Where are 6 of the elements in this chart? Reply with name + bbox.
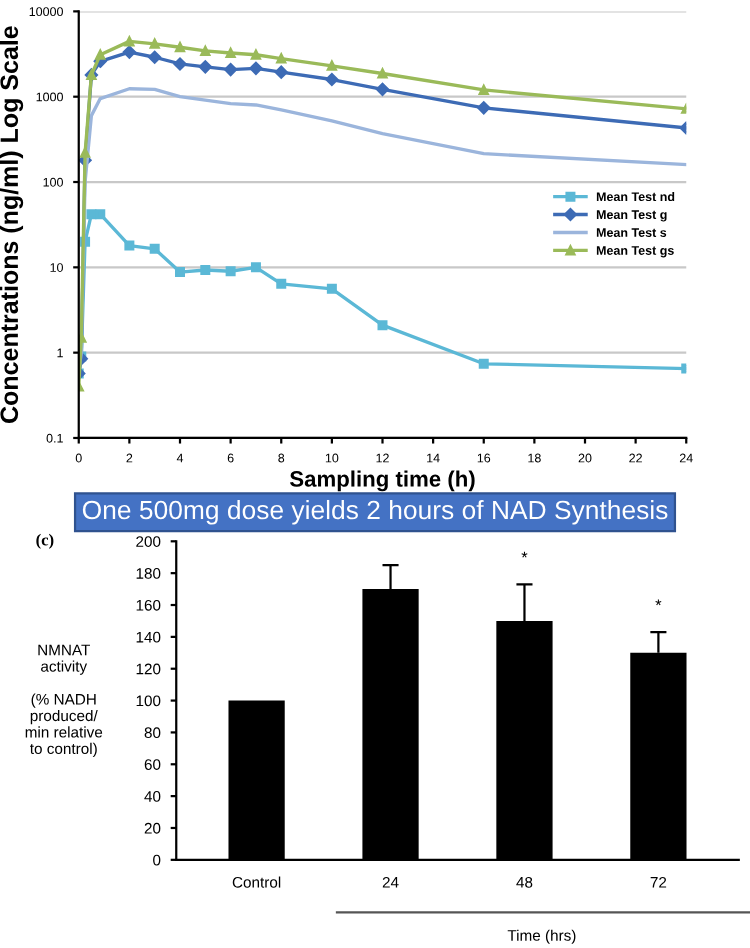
x-axis-title: Sampling time (h) xyxy=(289,470,475,492)
annotation: * xyxy=(521,551,528,558)
chart-title: One 500mg dose yields 2 hours of NAD Synthesis xyxy=(82,499,668,525)
annotation: * xyxy=(655,599,662,606)
y-axis-title: Concentrations (ng/ml) Log Scale xyxy=(0,26,24,423)
text: (c) xyxy=(36,533,54,549)
